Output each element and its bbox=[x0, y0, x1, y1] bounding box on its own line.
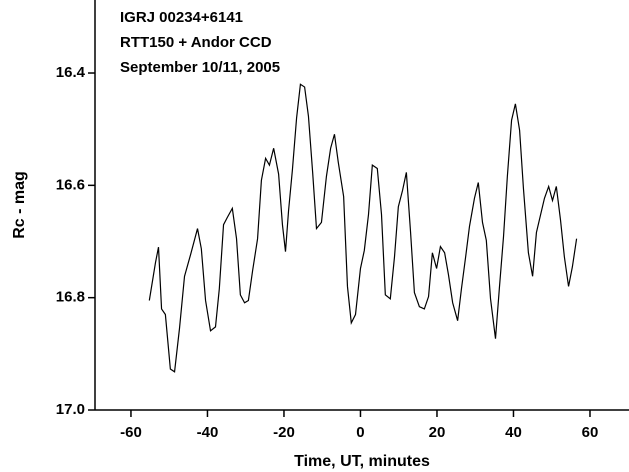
data-line bbox=[148, 83, 578, 373]
x-tick-label: -40 bbox=[197, 424, 219, 441]
y-tick-label: 16.8 bbox=[56, 289, 85, 306]
y-tick-label: 17.0 bbox=[56, 401, 85, 418]
annotation: IGRJ 00234+6141 bbox=[120, 9, 243, 26]
x-tick-label: 40 bbox=[505, 424, 522, 441]
annotation: RTT150 + Andor CCD bbox=[120, 34, 272, 51]
x-axis-label: Time, UT, minutes bbox=[294, 453, 430, 470]
x-tick-label: 0 bbox=[356, 424, 364, 441]
x-tick-label: -60 bbox=[120, 424, 142, 441]
x-tick-label: 20 bbox=[429, 424, 446, 441]
x-tick-label: -20 bbox=[273, 424, 295, 441]
y-axis-label: Rc - mag bbox=[11, 171, 28, 239]
annotation: September 10/11, 2005 bbox=[120, 59, 280, 76]
x-tick-label: 60 bbox=[582, 424, 599, 441]
y-tick-label: 16.4 bbox=[56, 64, 86, 81]
y-tick-label: 16.6 bbox=[56, 176, 85, 193]
